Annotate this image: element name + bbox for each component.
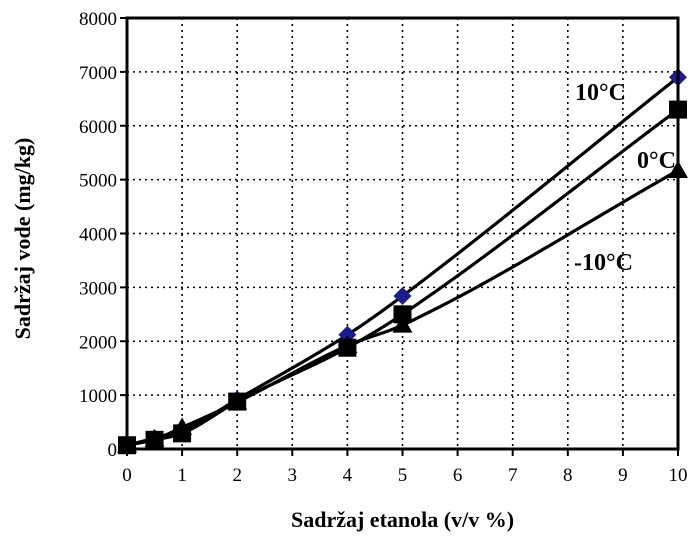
x-tick-label: 0	[122, 465, 132, 486]
x-tick-label: 9	[618, 465, 628, 486]
x-tick-label: 4	[343, 465, 353, 486]
data-point-triangle	[227, 392, 248, 410]
series-label: -10°C	[574, 250, 633, 276]
y-axis-title: Sadržaj vode (mg/kg)	[10, 138, 35, 340]
data-point-triangle	[392, 315, 413, 333]
x-tick-label: 5	[398, 465, 408, 486]
y-tick-label: 0	[108, 440, 118, 461]
x-tick-label: 8	[563, 465, 573, 486]
data-point-triangle	[172, 417, 193, 435]
x-tick-label: 2	[232, 465, 242, 486]
data-point-triangle	[337, 335, 358, 354]
data-point-diamond	[393, 286, 412, 305]
y-tick-label: 2000	[79, 332, 117, 353]
grid	[127, 18, 678, 449]
data-point-triangle	[144, 429, 165, 447]
x-tick-label: 10	[669, 465, 688, 486]
y-tick-label: 1000	[79, 386, 117, 407]
series-labels: 10°C 0°C -10°C	[574, 80, 676, 276]
axis-ticks: 0 1 2 3 4 5 6 7 8 9 10 0 1000 2000 3000 4000 5000 6000 700…	[79, 9, 688, 486]
x-tick-label: 6	[453, 465, 463, 486]
y-tick-label: 7000	[79, 63, 117, 84]
y-tick-label: 4000	[79, 225, 117, 246]
y-tick-label: 5000	[79, 171, 117, 192]
data-point-square	[393, 305, 412, 324]
x-tick-label: 3	[288, 465, 298, 486]
y-tick-label: 6000	[79, 117, 117, 138]
series-label: 10°C	[575, 80, 626, 106]
series-label: 0°C	[637, 148, 676, 174]
x-tick-label: 1	[177, 465, 187, 486]
x-axis-title: Sadržaj etanola (v/v %)	[291, 507, 514, 532]
y-tick-label: 3000	[79, 278, 117, 299]
x-tick-label: 7	[508, 465, 518, 486]
y-tick-label: 8000	[79, 9, 117, 30]
